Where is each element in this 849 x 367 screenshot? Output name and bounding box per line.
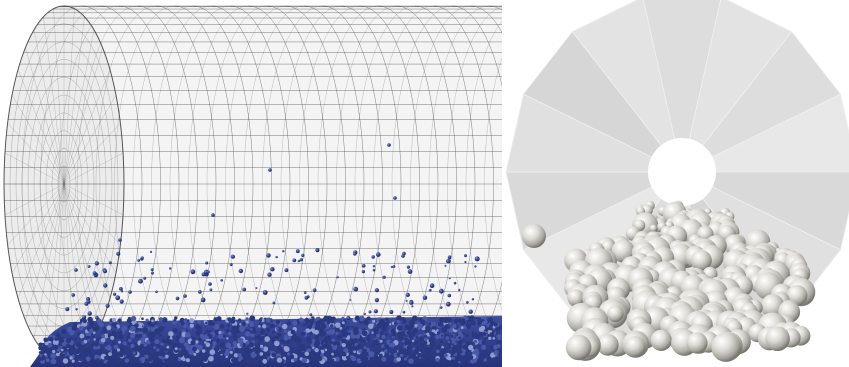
mesh-content — [3, 5, 502, 367]
suspended-particles — [65, 143, 480, 321]
sphere-pile — [564, 200, 816, 362]
cross-section-content — [505, 0, 849, 362]
cross-section-render — [505, 0, 849, 362]
cross-section-panel — [502, 0, 849, 367]
center-hole — [648, 138, 716, 206]
cylinder-mesh-panel — [3, 5, 502, 367]
stray-sphere — [522, 224, 546, 248]
particle-bed — [30, 315, 502, 367]
cylinder-mesh-render — [3, 5, 502, 367]
